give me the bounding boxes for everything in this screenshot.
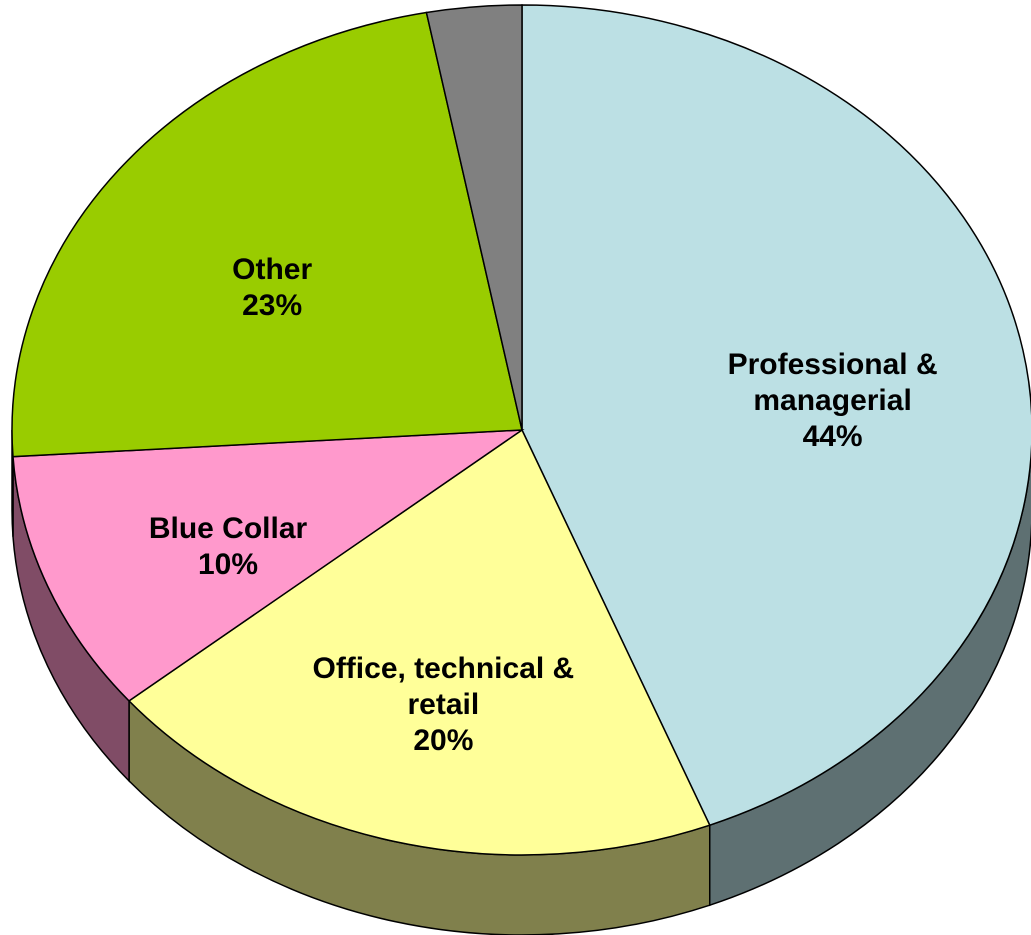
slice-label: Blue Collar 10% bbox=[73, 511, 383, 583]
slice-label: Professional & managerial 44% bbox=[678, 347, 988, 455]
slice bbox=[12, 429, 525, 702]
category-label: Blue Collar bbox=[148, 512, 308, 545]
slice-label: Other 23% bbox=[117, 252, 427, 324]
value-label: 44% bbox=[802, 419, 863, 453]
slice bbox=[521, 4, 1031, 827]
category-label: Professional & managerial bbox=[727, 347, 938, 417]
slice bbox=[425, 4, 523, 431]
value-label: 10% bbox=[197, 548, 259, 581]
category-label: Other bbox=[232, 253, 313, 287]
category-label: Office, technical & retail bbox=[312, 652, 575, 722]
value-label: 20% bbox=[413, 724, 474, 758]
slice bbox=[127, 428, 711, 856]
slice-label: Office, technical & retail 20% bbox=[288, 651, 598, 759]
slice bbox=[11, 11, 523, 458]
value-label: 23% bbox=[242, 289, 303, 323]
